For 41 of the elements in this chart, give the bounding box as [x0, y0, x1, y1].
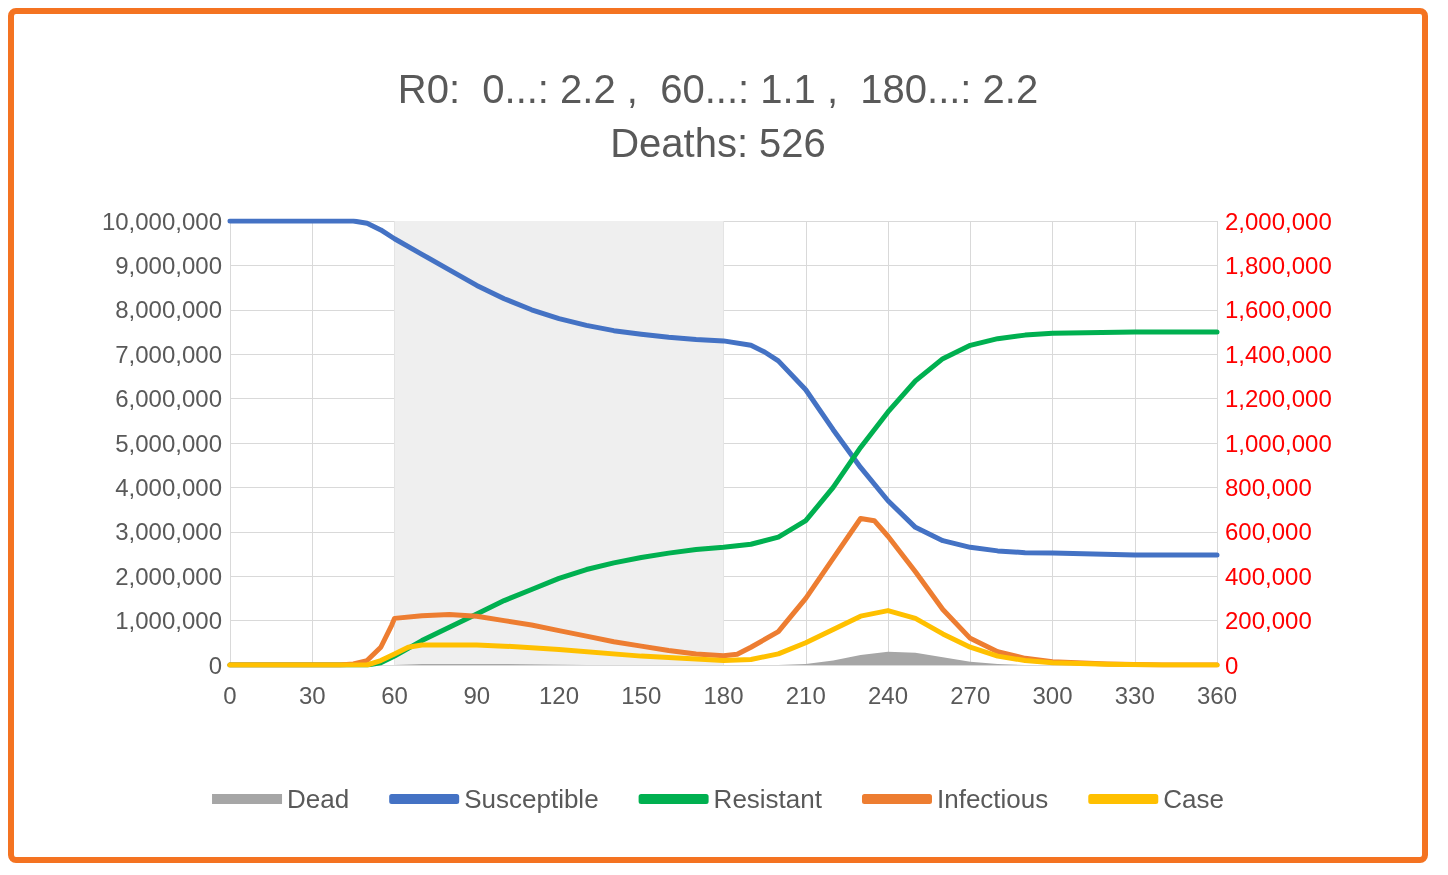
y2-tick-label: 800,000: [1225, 473, 1312, 501]
y2-tick-label: 400,000: [1225, 562, 1312, 590]
x-tick-label: 270: [950, 681, 991, 709]
legend-label: Infectious: [936, 784, 1049, 814]
x-tick-label: 180: [703, 681, 744, 709]
y2-tick-label: 0: [1225, 651, 1239, 679]
legend-label: Dead: [287, 784, 350, 814]
y2-tick-label: 600,000: [1225, 518, 1312, 546]
legend-label: Resistant: [713, 784, 823, 814]
y-tick-label: 4,000,000: [115, 473, 222, 501]
chart-subtitle: Deaths: 526: [610, 121, 826, 165]
y2-tick-label: 1,800,000: [1225, 251, 1332, 279]
legend-label: Case: [1163, 784, 1224, 814]
x-tick-label: 240: [867, 681, 909, 709]
x-tick-label: 30: [298, 681, 326, 709]
y-tick-label: 10,000,000: [101, 207, 222, 235]
x-tick-label: 90: [463, 681, 491, 709]
chart-title: R0: 0...: 2.2 , 60...: 1.1 , 180...: 2.2: [397, 67, 1039, 111]
x-tick-label: 210: [785, 681, 826, 709]
y-tick-label: 6,000,000: [115, 385, 222, 413]
y2-tick-label: 1,400,000: [1225, 340, 1332, 368]
x-tick-label: 300: [1032, 681, 1073, 709]
x-tick-label: 360: [1196, 681, 1238, 709]
x-tick-label: 150: [621, 681, 662, 709]
y2-tick-label: 200,000: [1225, 607, 1312, 635]
y-tick-label: 3,000,000: [115, 518, 222, 546]
legend-label: Susceptible: [464, 784, 599, 814]
x-tick-label: 120: [538, 681, 580, 709]
y-tick-label: 0: [208, 651, 222, 679]
y2-tick-label: 2,000,000: [1225, 207, 1332, 235]
y-tick-label: 1,000,000: [115, 607, 222, 635]
y-tick-label: 2,000,000: [115, 562, 222, 590]
x-tick-label: 330: [1114, 681, 1155, 709]
y-tick-label: 5,000,000: [115, 429, 222, 457]
y-tick-label: 9,000,000: [115, 251, 222, 279]
y-tick-label: 8,000,000: [115, 296, 222, 324]
y-tick-label: 7,000,000: [115, 340, 222, 368]
x-tick-label: 60: [381, 681, 408, 709]
y2-tick-label: 1,000,000: [1225, 429, 1332, 457]
y2-tick-label: 1,200,000: [1225, 385, 1332, 413]
y2-tick-label: 1,600,000: [1225, 296, 1332, 324]
